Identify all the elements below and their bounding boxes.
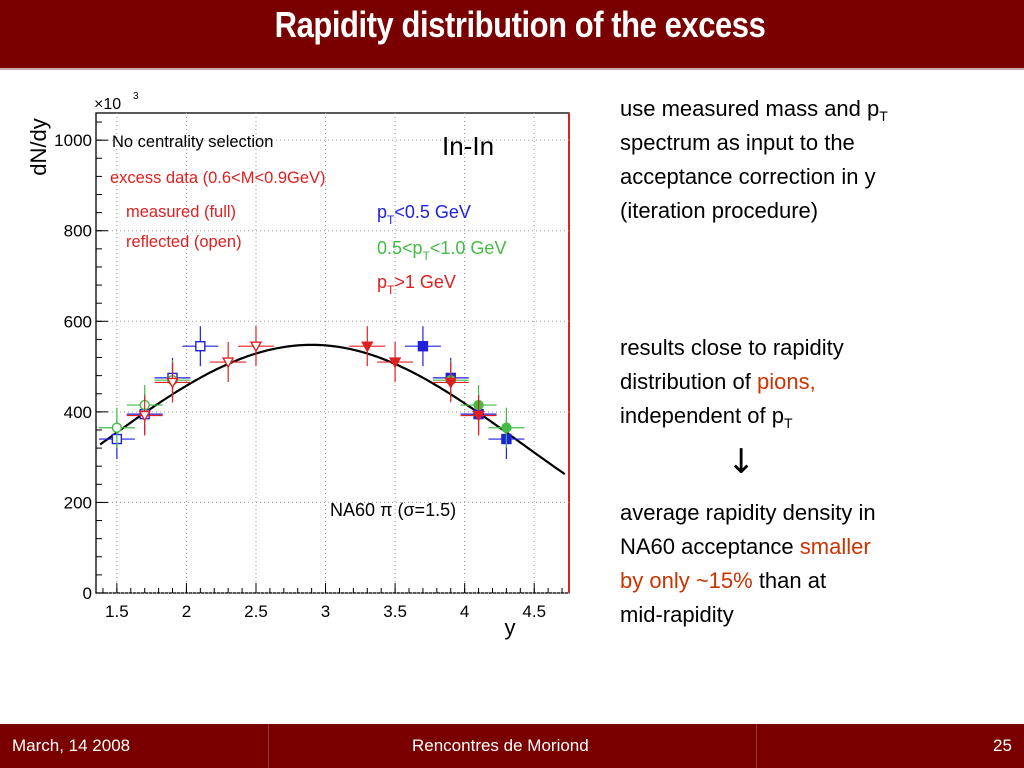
circle-marker <box>501 422 512 433</box>
legend-pt-high: pT>1 GeV <box>377 272 456 297</box>
circle-marker <box>111 422 123 433</box>
y-tick-label: 800 <box>64 222 92 241</box>
square-marker <box>417 341 429 352</box>
x-tick-label: 3.5 <box>383 602 407 621</box>
data-point <box>349 326 386 367</box>
x-tick-label: 1.5 <box>105 602 129 621</box>
slide-header <box>0 0 1024 68</box>
bullet-mass-spectrum: use measured mass and pT spectrum as inp… <box>620 96 888 223</box>
footer-divider-right <box>756 724 757 768</box>
y-tick-label: 600 <box>64 312 92 331</box>
reflected-label: reflected (open) <box>126 233 242 251</box>
x-tick-label: 2 <box>182 602 191 621</box>
bullet-average-density: average rapidity density in NA60 accepta… <box>620 500 876 627</box>
centrality-label: No centrality selection <box>112 133 273 151</box>
data-point <box>237 326 274 367</box>
slide-title: Rapidity distribution of the excess <box>274 4 766 45</box>
axis-ticks: 1.5 2 2.5 3 3.5 4 4.5 0 200 400 600 800 1000 <box>54 121 563 621</box>
footer-date: March, 14 2008 <box>12 736 131 755</box>
x-tick-label: 3 <box>321 602 330 621</box>
triangle-marker <box>388 357 402 369</box>
y-exponent-label: ×10 <box>94 96 121 113</box>
x-axis-title: y <box>505 615 516 640</box>
y-tick-label: 400 <box>64 403 92 422</box>
data-point <box>488 407 525 448</box>
y-exponent-sup: 3 <box>133 91 139 102</box>
y-tick-label: 0 <box>83 584 92 603</box>
square-marker <box>195 341 206 352</box>
rapidity-chart: 1.5 2 2.5 3 3.5 4 4.5 0 200 400 600 800 1000 ×10 3 d… <box>30 85 590 645</box>
footer-page-number: 25 <box>993 736 1012 755</box>
legend-pt-mid: 0.5<pT<1.0 GeV <box>377 238 506 263</box>
data-point <box>404 326 441 367</box>
down-arrow-icon: ↓ <box>727 442 756 482</box>
data-point <box>432 362 469 403</box>
fit-curve <box>99 343 566 476</box>
y-tick-label: 200 <box>64 493 92 512</box>
data-point <box>154 362 191 403</box>
triangle-marker <box>444 377 457 389</box>
triangle-marker <box>472 410 485 422</box>
data-point <box>98 407 135 448</box>
y-axis-title: dN/dy <box>30 118 51 175</box>
triangle-marker <box>361 341 374 353</box>
data-point <box>377 342 414 383</box>
data-point <box>460 395 497 436</box>
header-divider <box>0 68 1024 70</box>
bullet-results: results close to rapidity distribution o… <box>620 335 844 431</box>
measured-label: measured (full) <box>126 203 236 221</box>
x-tick-label: 4 <box>460 602 469 621</box>
triangle-marker <box>249 341 263 353</box>
legend-pt-low: pT<0.5 GeV <box>377 202 471 227</box>
system-label: In-In <box>442 131 494 161</box>
triangle-marker <box>166 377 179 389</box>
data-point <box>182 326 219 367</box>
triangle-marker <box>221 357 235 369</box>
data-point <box>210 342 247 383</box>
triangle-marker <box>138 410 151 422</box>
y-tick-label: 1000 <box>54 131 92 150</box>
data-points <box>98 326 525 460</box>
x-tick-label: 2.5 <box>244 602 268 621</box>
x-tick-label: 4.5 <box>522 602 546 621</box>
fit-label: NA60 π (σ=1.5) <box>330 500 456 520</box>
data-point <box>126 395 163 436</box>
footer-conference: Rencontres de Moriond <box>412 736 589 755</box>
footer-divider-left <box>268 724 269 768</box>
fit-curve-path <box>99 343 566 476</box>
slide-footer: March, 14 2008 Rencontres de Moriond 25 <box>0 724 1024 768</box>
excess-label: excess data (0.6<M<0.9GeV) <box>110 169 326 187</box>
